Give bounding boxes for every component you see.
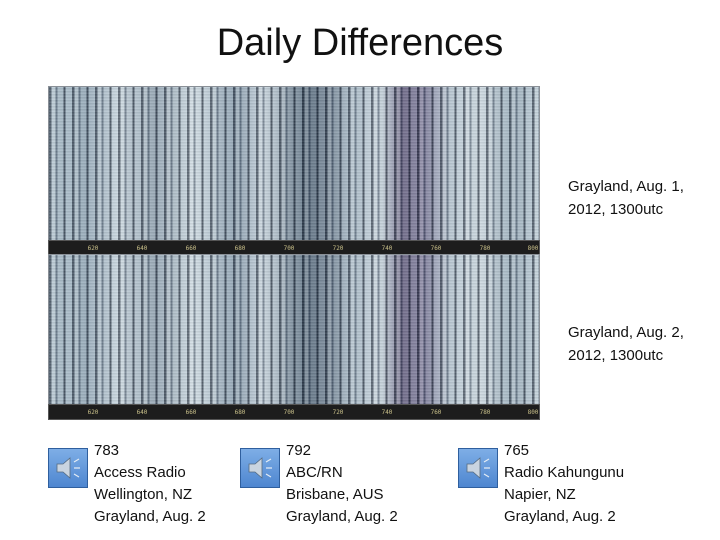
axis-tick: 640 bbox=[136, 245, 148, 252]
station-name: Radio Kahungunu bbox=[504, 464, 625, 481]
axis-tick: 760 bbox=[430, 409, 442, 416]
station-location: Wellington, NZ bbox=[94, 486, 193, 503]
spectrogram-caption-aug1: Grayland, Aug. 1, 2012, 1300utc bbox=[568, 175, 718, 221]
caption-line: 2012, 1300utc bbox=[568, 201, 664, 218]
axis-tick: 800 bbox=[527, 409, 539, 416]
spectrogram-aug2 bbox=[48, 254, 540, 416]
axis-tick: 660 bbox=[185, 409, 197, 416]
play-audio-765-button[interactable] bbox=[458, 448, 498, 488]
spectrogram-aug1 bbox=[48, 86, 540, 248]
station-info: 792 ABC/RN Brisbane, AUS Grayland, Aug. … bbox=[286, 440, 398, 528]
axis-tick: 620 bbox=[87, 409, 99, 416]
station-frequency: 792 bbox=[286, 442, 312, 459]
axis-tick: 680 bbox=[234, 245, 246, 252]
spectrogram-caption-aug2: Grayland, Aug. 2, 2012, 1300utc bbox=[568, 321, 718, 367]
station-name: Access Radio bbox=[94, 464, 186, 481]
axis-tick: 740 bbox=[381, 245, 393, 252]
axis-tick: 720 bbox=[332, 409, 344, 416]
axis-tick: 800 bbox=[527, 245, 539, 252]
recording-site: Grayland, Aug. 2 bbox=[94, 508, 206, 525]
slide-title: Daily Differences bbox=[216, 22, 504, 64]
axis-tick: 780 bbox=[479, 409, 491, 416]
caption-line: Grayland, Aug. 2, bbox=[568, 324, 684, 341]
station-frequency: 783 bbox=[94, 442, 120, 459]
recording-site: Grayland, Aug. 2 bbox=[504, 508, 616, 525]
axis-tick: 660 bbox=[185, 245, 197, 252]
speaker-icon bbox=[56, 457, 80, 479]
axis-tick: 720 bbox=[332, 245, 344, 252]
station-name: ABC/RN bbox=[286, 464, 343, 481]
axis-tick: 780 bbox=[479, 245, 491, 252]
axis-tick: 620 bbox=[87, 245, 99, 252]
station-frequency: 765 bbox=[504, 442, 530, 459]
axis-tick: 680 bbox=[234, 409, 246, 416]
station-info: 783 Access Radio Wellington, NZ Grayland… bbox=[94, 440, 206, 528]
axis-tick: 700 bbox=[283, 245, 295, 252]
station-location: Brisbane, AUS bbox=[286, 486, 384, 503]
caption-line: Grayland, Aug. 1, bbox=[568, 178, 684, 195]
frequency-axis-aug2: 620 640 660 680 700 720 740 760 780 800 bbox=[48, 404, 540, 420]
play-audio-783-button[interactable] bbox=[48, 448, 88, 488]
axis-tick: 760 bbox=[430, 245, 442, 252]
speaker-icon bbox=[466, 457, 490, 479]
speaker-icon bbox=[248, 457, 272, 479]
axis-tick: 700 bbox=[283, 409, 295, 416]
axis-tick: 640 bbox=[136, 409, 148, 416]
recording-site: Grayland, Aug. 2 bbox=[286, 508, 398, 525]
station-location: Napier, NZ bbox=[504, 486, 576, 503]
station-info: 765 Radio Kahungunu Napier, NZ Grayland,… bbox=[504, 440, 624, 528]
play-audio-792-button[interactable] bbox=[240, 448, 280, 488]
axis-tick: 740 bbox=[381, 409, 393, 416]
caption-line: 2012, 1300utc bbox=[568, 347, 664, 364]
